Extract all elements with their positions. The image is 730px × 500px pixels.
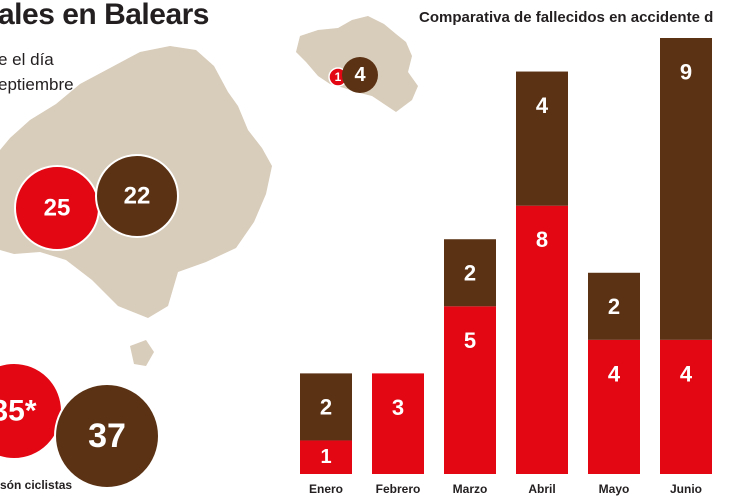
data-label-marzo-series-0: 5 <box>464 328 476 353</box>
data-label-mayo-series-0: 4 <box>608 361 621 386</box>
bar-enero-series-1 <box>300 373 352 441</box>
menorca-brown-value: 4 <box>354 64 366 86</box>
tick-label-enero: Enero <box>309 482 343 496</box>
footnote: són ciclistas <box>0 478 73 492</box>
bar-abril-series-1 <box>516 71 568 206</box>
bar-mayo-series-0 <box>588 339 640 474</box>
bar-marzo-series-0 <box>444 306 496 474</box>
data-label-junio-series-0: 4 <box>680 361 693 386</box>
data-label-febrero-series-0: 3 <box>392 395 404 420</box>
page-title: ales en Balears <box>0 0 209 31</box>
data-label-enero-series-1: 2 <box>320 394 332 419</box>
mallorca-brown-bubble <box>95 154 179 238</box>
total-brown-bubble <box>54 383 160 489</box>
menorca-brown-bubble <box>342 57 378 93</box>
bar-marzo-series-1 <box>444 239 496 307</box>
data-label-abril-series-1: 4 <box>536 93 549 118</box>
bar-febrero-series-0 <box>372 373 424 474</box>
tick-label-abril: Abril <box>528 482 555 496</box>
data-label-abril-series-0: 8 <box>536 227 548 252</box>
data-label-mayo-series-1: 2 <box>608 294 620 319</box>
bar-mayo-series-1 <box>588 272 640 340</box>
total-brown-value: 37 <box>88 417 126 455</box>
data-label-enero-series-0: 1 <box>320 446 331 468</box>
subtitle-line-1: e el día <box>0 50 54 69</box>
tick-label-febrero: Febrero <box>376 482 421 496</box>
data-label-marzo-series-1: 2 <box>464 260 476 285</box>
data-label-junio-series-1: 9 <box>680 60 692 85</box>
bar-enero-series-0 <box>300 440 352 474</box>
mallorca-red-value: 25 <box>44 195 71 222</box>
bar-junio-series-0 <box>660 339 712 474</box>
menorca-red-value: 1 <box>335 70 342 84</box>
subtitle-line-2: eptiembre <box>0 75 74 94</box>
bar-junio-series-1 <box>660 38 712 340</box>
tick-label-marzo: Marzo <box>453 482 488 496</box>
cabrera-island-shape <box>130 340 154 366</box>
bar-abril-series-0 <box>516 205 568 474</box>
mallorca-brown-value: 22 <box>124 183 151 210</box>
tick-label-junio: Junio <box>670 482 702 496</box>
tick-label-mayo: Mayo <box>599 482 630 496</box>
stacked-bar-chart: 1 2 Enero 3 Febrero 5 2 Marzo 8 4 Abril 4 2 Mayo 4 9 Jun… <box>300 38 712 496</box>
total-red-value: 35* <box>0 395 37 428</box>
chart-title: Comparativa de fallecidos en accidente d <box>419 9 714 26</box>
